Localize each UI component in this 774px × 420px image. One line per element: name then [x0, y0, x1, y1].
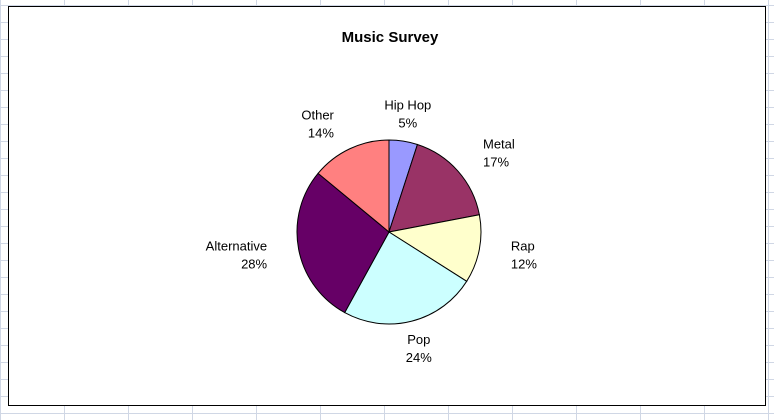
pie-slice-rap[interactable]: [387, 214, 482, 282]
slice-label-value: 14%: [308, 125, 334, 140]
pie-slices: [296, 139, 482, 325]
slice-label-value: 5%: [398, 116, 417, 131]
gridline-row: [0, 5, 774, 6]
slice-labels: Hip Hop 5% Metal 17% Rap 12% Pop 24% Alternative…: [206, 98, 538, 366]
pie-slice-alternative[interactable]: [296, 172, 390, 314]
slice-label-name: Alternative: [206, 239, 267, 254]
gridline-col: [768, 0, 769, 420]
pie-slice-metal[interactable]: [388, 143, 480, 233]
slice-label-value: 24%: [406, 350, 432, 365]
slice-label-name: Other: [301, 107, 334, 122]
slice-label-name: Rap: [511, 239, 535, 254]
pie-slice-pop[interactable]: [344, 231, 468, 325]
chart-area[interactable]: Music Survey Hip Hop 5% Metal 17% Rap 12% Pop 2…: [8, 6, 766, 406]
slice-label-name: Pop: [407, 332, 430, 347]
slice-label-value: 28%: [241, 257, 267, 272]
pie-slice-other[interactable]: [317, 139, 390, 234]
slice-label-value: 17%: [483, 155, 509, 170]
slice-label-name: Hip Hop: [384, 98, 431, 113]
pie-chart: Music Survey Hip Hop 5% Metal 17% Rap 12% Pop 2…: [206, 29, 538, 366]
gridline-col: [0, 0, 1, 420]
chart-title: Music Survey: [342, 29, 439, 46]
slice-label-value: 12%: [511, 257, 537, 272]
gridline-row: [0, 413, 774, 414]
slice-label-name: Metal: [483, 137, 515, 152]
